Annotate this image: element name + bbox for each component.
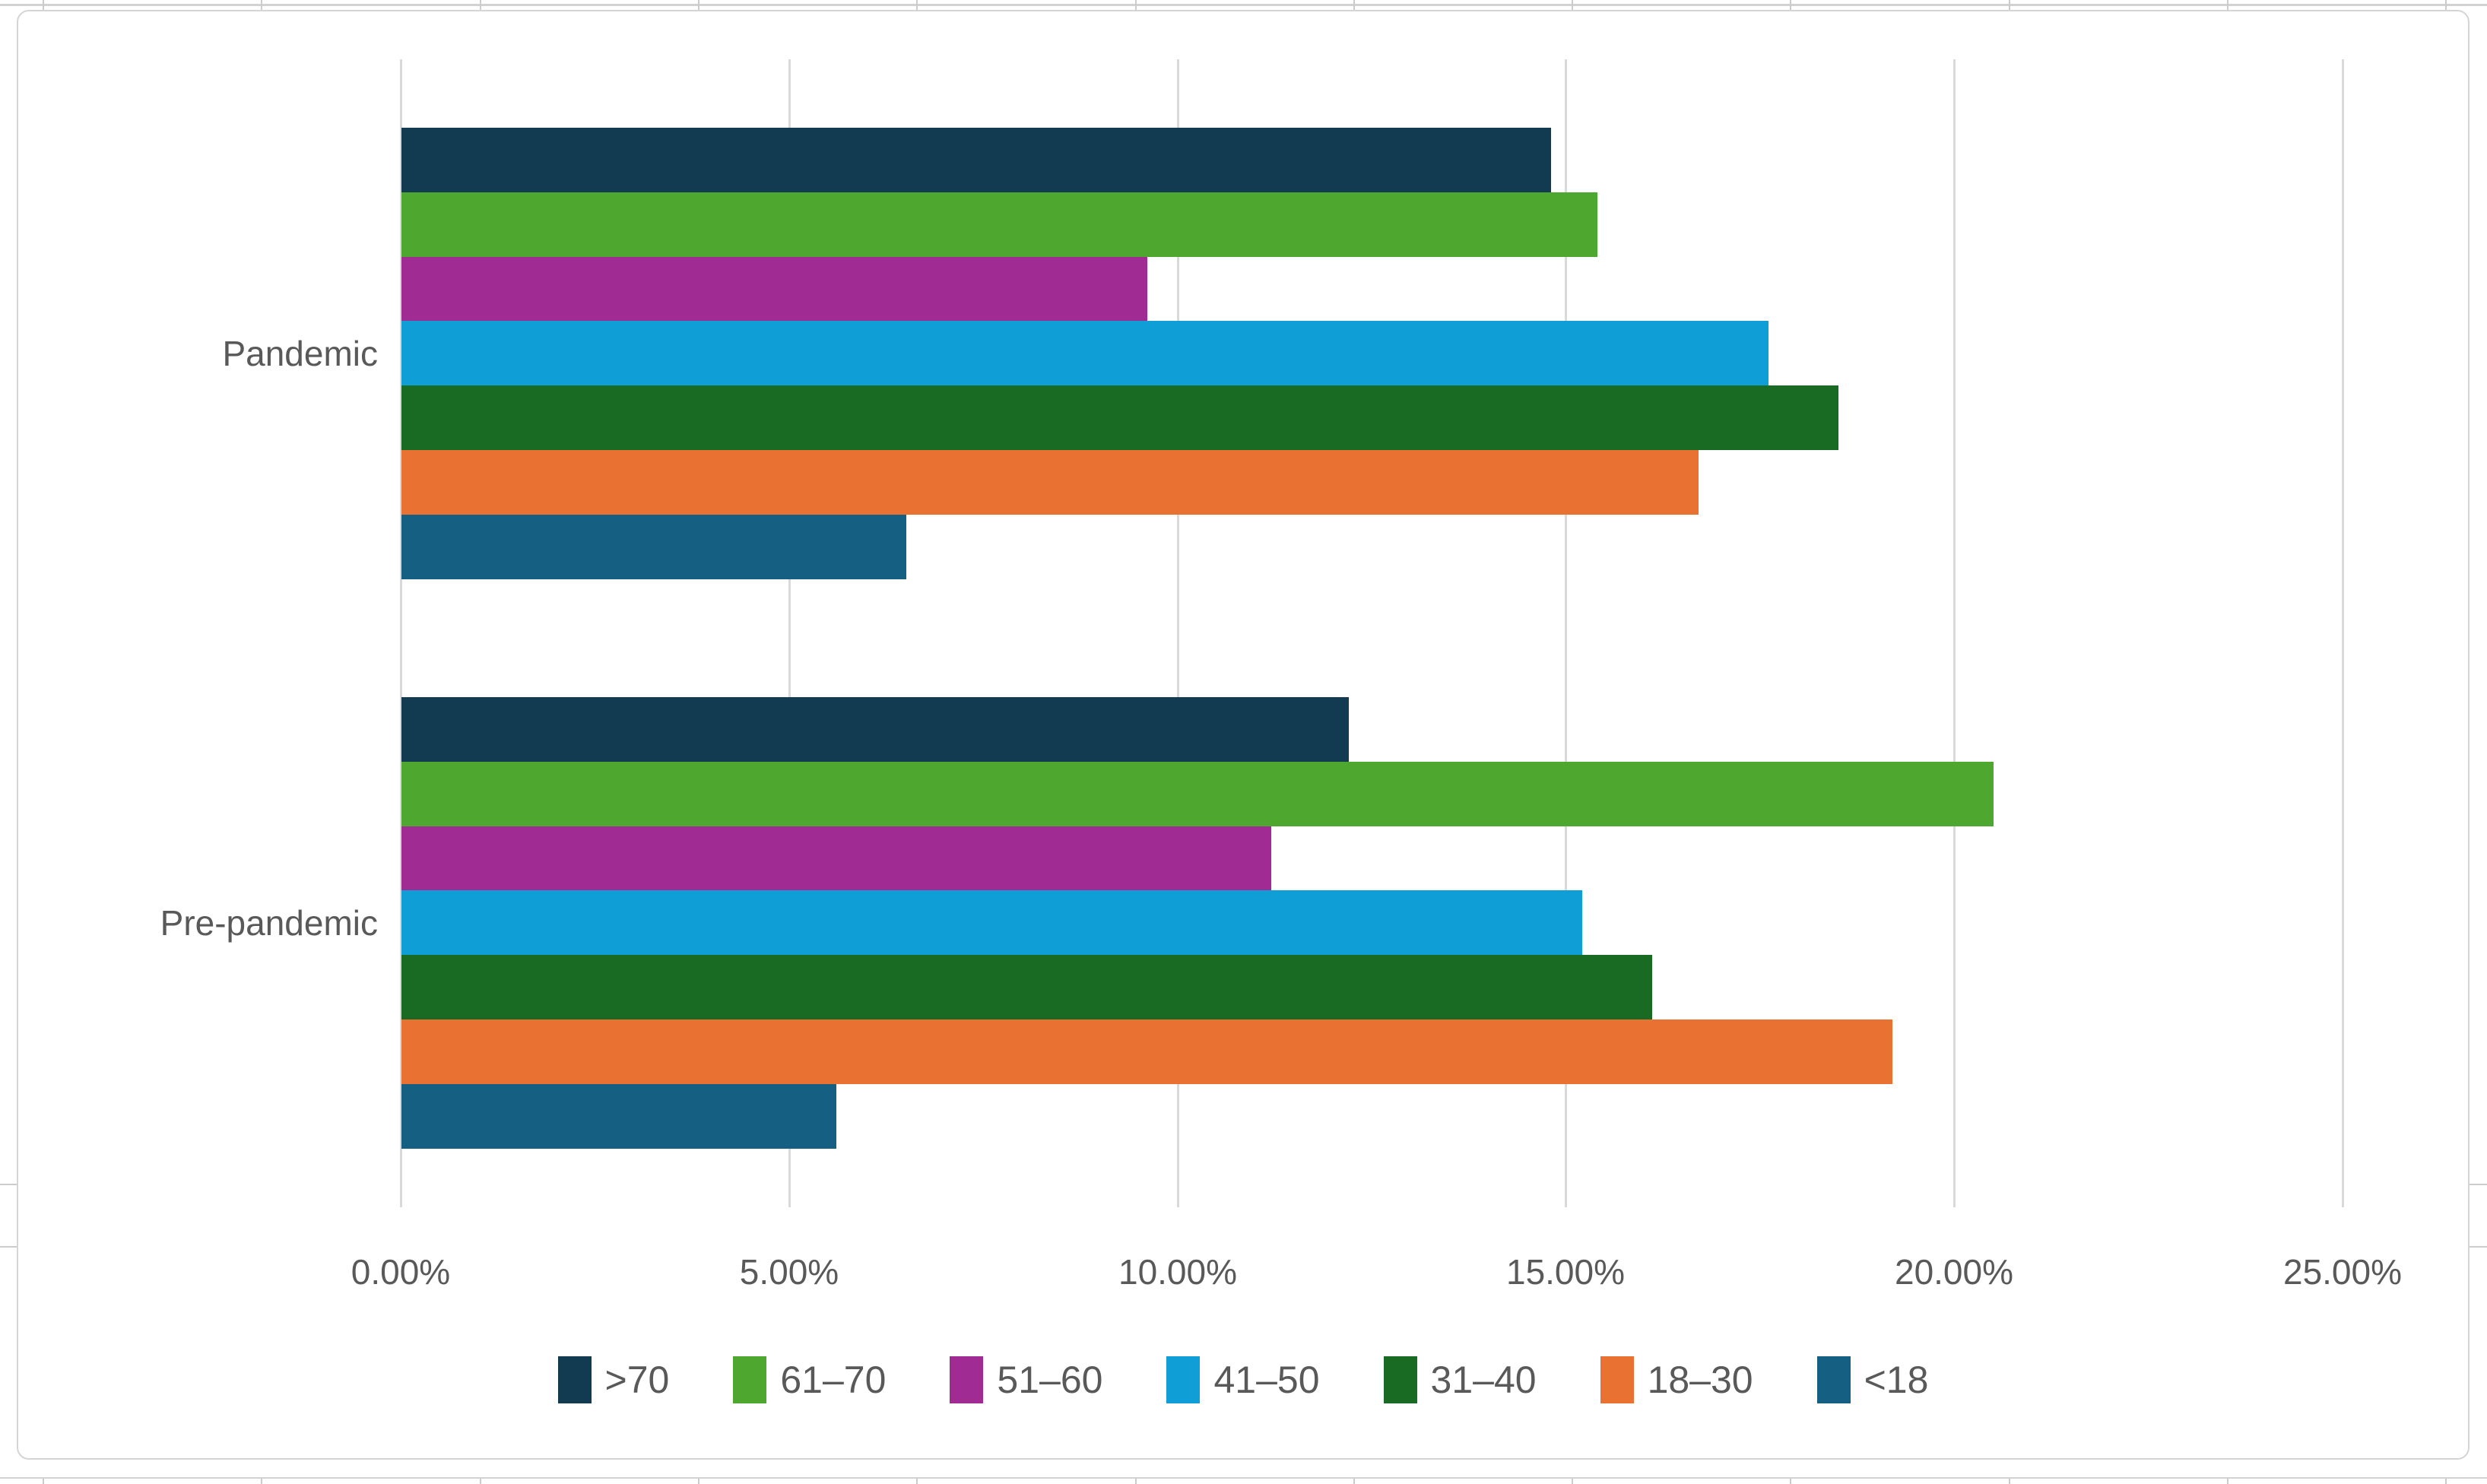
bar-pre-pandemic-gt70[interactable] [401,697,1349,762]
category-label-pandemic: Pandemic [222,334,378,373]
legend-item-41-50[interactable]: 41–50 [1166,1356,1320,1403]
x-axis-tick-label: 0.00% [351,1252,451,1292]
worksheet-column-stub [261,0,262,10]
legend-swatch-icon [1383,1356,1417,1403]
bar-pandemic-18-30[interactable] [401,450,1699,515]
worksheet-column-stub [1572,0,1573,10]
worksheet-column-stub [1790,1479,1791,1484]
worksheet-column-stub [2445,1479,2447,1484]
x-axis-tick-label: 20.00% [1894,1252,2013,1292]
worksheet-column-stub [1353,1479,1355,1484]
category-label-pre-pandemic: Pre-pandemic [160,903,378,943]
x-axis-tick-label: 5.00% [739,1252,839,1292]
worksheet-column-stub [2009,0,2010,10]
bar-pre-pandemic-61-70[interactable] [401,762,1994,826]
worksheet-column-stub [43,0,44,10]
worksheet-row-stub [0,1184,17,1185]
bar-pandemic-gt70[interactable] [401,128,1551,192]
worksheet-column-stub [1353,0,1355,10]
worksheet-column-stub [1790,0,1791,10]
x-axis-tick-label: 10.00% [1118,1252,1237,1292]
legend-label: 31–40 [1430,1359,1537,1401]
legend-swatch-icon [733,1356,767,1403]
bar-pre-pandemic-31-40[interactable] [401,955,1652,1019]
worksheet-row-stub [0,1246,17,1248]
bar-pre-pandemic-41-50[interactable] [401,890,1582,955]
worksheet-row-line [0,4,2487,6]
legend-label: >70 [604,1359,670,1401]
chart-legend: >70 61–70 51–60 41–50 31–40 18–30 <18 [17,1356,2470,1403]
legend-item-lt18[interactable]: <18 [1816,1356,1929,1403]
worksheet-row-stub [2470,1246,2487,1248]
worksheet-column-stub [916,0,918,10]
worksheet-column-stub [1135,1479,1137,1484]
bar-pre-pandemic-18-30[interactable] [401,1019,1892,1084]
bar-pandemic-51-60[interactable] [401,257,1147,321]
x-axis-tick-label: 25.00% [2282,1252,2402,1292]
worksheet-column-stub [916,1479,918,1484]
bar-pre-pandemic-51-60[interactable] [401,826,1271,890]
legend-item-61-70[interactable]: 61–70 [733,1356,886,1403]
legend-label: 41–50 [1213,1359,1320,1401]
x-gridline [1953,59,1956,1207]
legend-item-51-60[interactable]: 51–60 [950,1356,1102,1403]
worksheet-row-stub [2470,1184,2487,1185]
bar-pandemic-lt18[interactable] [401,515,906,579]
legend-item-gt70[interactable]: >70 [557,1356,670,1403]
worksheet-column-stub [1572,1479,1573,1484]
bar-pandemic-41-50[interactable] [401,321,1768,385]
legend-swatch-icon [1600,1356,1634,1403]
worksheet-column-stub [43,1479,44,1484]
legend-label: 61–70 [780,1359,887,1401]
worksheet-row-line [0,1477,2487,1479]
legend-label: 18–30 [1647,1359,1753,1401]
x-gridline [788,59,791,1207]
legend-swatch-icon [950,1356,984,1403]
legend-swatch-icon [1166,1356,1201,1403]
worksheet-column-stub [2009,1479,2010,1484]
legend-label: <18 [1864,1359,1929,1401]
worksheet-column-stub [2227,1479,2228,1484]
legend-swatch-icon [557,1356,592,1403]
x-gridline [1565,59,1567,1207]
x-gridline [400,59,402,1207]
worksheet-column-stub [1135,0,1137,10]
bar-pre-pandemic-lt18[interactable] [401,1084,836,1149]
worksheet-column-stub [698,0,699,10]
bar-pandemic-31-40[interactable] [401,385,1838,450]
worksheet-column-stub [698,1479,699,1484]
legend-item-31-40[interactable]: 31–40 [1383,1356,1537,1403]
legend-swatch-icon [1816,1356,1851,1403]
x-gridline [2342,59,2344,1207]
worksheet-column-stub [261,1479,262,1484]
worksheet-column-stub [2227,0,2228,10]
worksheet-column-stub [2445,0,2447,10]
worksheet-column-stub [480,0,481,10]
worksheet-column-stub [480,1479,481,1484]
legend-label: 51–60 [997,1359,1103,1401]
x-axis-tick-label: 15.00% [1505,1252,1625,1292]
legend-item-18-30[interactable]: 18–30 [1600,1356,1753,1403]
x-gridline [1177,59,1179,1207]
bar-pandemic-61-70[interactable] [401,192,1597,257]
